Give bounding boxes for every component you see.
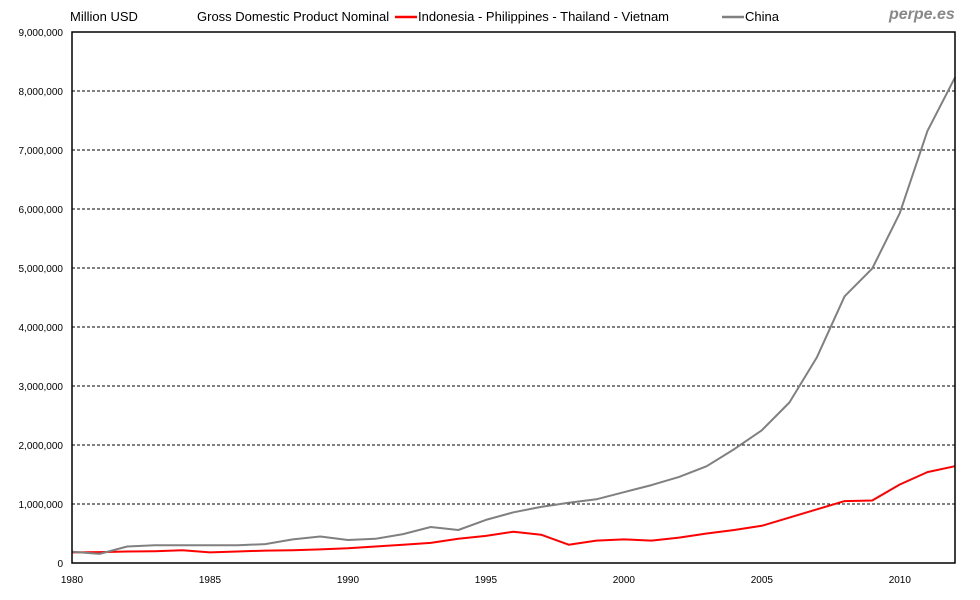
x-tick-label: 1990 xyxy=(337,575,360,586)
x-tick-label: 2000 xyxy=(613,575,636,586)
x-tick-label: 1980 xyxy=(61,575,84,586)
legend-label-china: China xyxy=(745,9,780,24)
x-tick-label: 2005 xyxy=(751,575,774,586)
x-tick-label: 2010 xyxy=(889,575,912,586)
y-tick-label: 3,000,000 xyxy=(19,382,64,393)
x-tick-label: 1985 xyxy=(199,575,222,586)
legend: Indonesia - Philippines - Thailand - Vie… xyxy=(395,9,780,24)
y-tick-label: 6,000,000 xyxy=(19,205,64,216)
y-tick-label: 1,000,000 xyxy=(19,500,64,511)
y-tick-label: 5,000,000 xyxy=(19,264,64,275)
plot-area-border xyxy=(71,31,956,564)
y-tick-label: 8,000,000 xyxy=(19,87,64,98)
y-tick-label: 9,000,000 xyxy=(19,28,64,39)
brand-logo: perpe.es xyxy=(888,6,955,23)
y-tick-label: 0 xyxy=(57,559,63,570)
y-tick-label: 4,000,000 xyxy=(19,323,64,334)
y-axis-label: Million USD xyxy=(70,9,138,24)
legend-label-asean4: Indonesia - Philippines - Thailand - Vie… xyxy=(418,9,669,24)
chart-title: Gross Domestic Product Nominal xyxy=(197,9,389,24)
x-tick-label: 1995 xyxy=(475,575,498,586)
series-line-china xyxy=(71,76,956,555)
y-tick-label: 2,000,000 xyxy=(19,441,64,452)
series-line-asean4 xyxy=(71,465,956,554)
y-tick-label: 7,000,000 xyxy=(19,146,64,157)
